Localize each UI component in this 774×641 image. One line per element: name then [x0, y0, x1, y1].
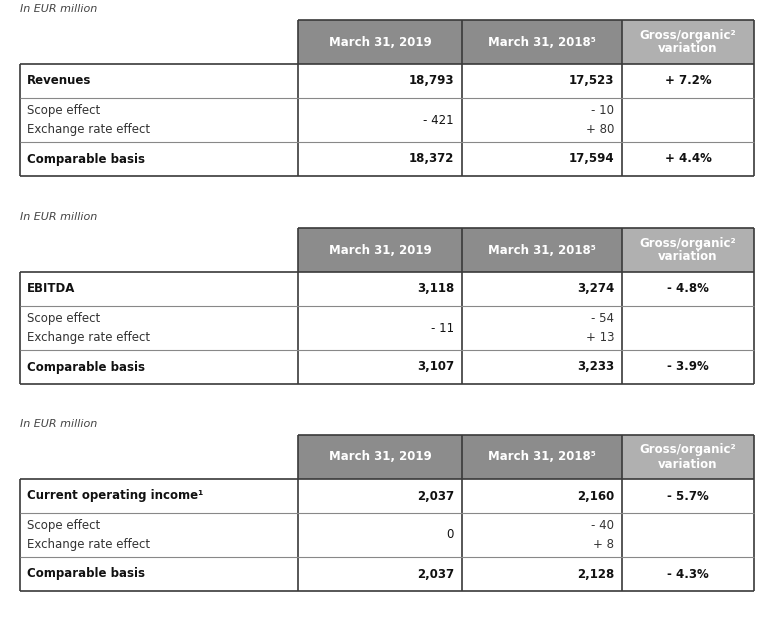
- Text: variation: variation: [658, 251, 717, 263]
- Bar: [622, 228, 754, 272]
- Text: In EUR million: In EUR million: [20, 212, 98, 222]
- Text: March 31, 2018⁵: March 31, 2018⁵: [488, 244, 596, 256]
- Text: - 4.3%: - 4.3%: [667, 567, 709, 581]
- Bar: [462, 142, 622, 176]
- Bar: [622, 479, 754, 513]
- Text: March 31, 2019: March 31, 2019: [329, 451, 431, 463]
- Text: In EUR million: In EUR million: [20, 419, 98, 429]
- Text: Gross/organic²: Gross/organic²: [639, 444, 736, 456]
- Text: 3,107: 3,107: [417, 360, 454, 374]
- Bar: [20, 306, 298, 350]
- Bar: [462, 479, 622, 513]
- Text: - 40: - 40: [591, 519, 614, 532]
- Text: - 4.8%: - 4.8%: [667, 283, 709, 296]
- Text: 3,274: 3,274: [577, 283, 614, 296]
- Bar: [298, 228, 462, 272]
- Bar: [622, 98, 754, 142]
- Text: 18,372: 18,372: [409, 153, 454, 165]
- Text: - 3.9%: - 3.9%: [667, 360, 709, 374]
- Bar: [462, 557, 622, 591]
- Text: - 10: - 10: [591, 104, 614, 117]
- Text: Gross/organic²: Gross/organic²: [639, 28, 736, 42]
- Text: In EUR million: In EUR million: [20, 4, 98, 14]
- Bar: [20, 350, 298, 384]
- Text: March 31, 2019: March 31, 2019: [329, 35, 431, 49]
- Text: 3,233: 3,233: [577, 360, 614, 374]
- Bar: [462, 228, 622, 272]
- Text: 2,128: 2,128: [577, 567, 614, 581]
- Bar: [622, 142, 754, 176]
- Bar: [20, 98, 298, 142]
- Bar: [298, 557, 462, 591]
- Text: EBITDA: EBITDA: [27, 283, 75, 296]
- Text: - 54: - 54: [591, 312, 614, 325]
- Text: Exchange rate effect: Exchange rate effect: [27, 123, 150, 136]
- Bar: [622, 513, 754, 557]
- Bar: [20, 513, 298, 557]
- Text: Comparable basis: Comparable basis: [27, 567, 145, 581]
- Text: + 7.2%: + 7.2%: [665, 74, 711, 88]
- Text: - 11: - 11: [431, 322, 454, 335]
- Bar: [622, 306, 754, 350]
- Bar: [462, 306, 622, 350]
- Text: March 31, 2018⁵: March 31, 2018⁵: [488, 35, 596, 49]
- Bar: [20, 142, 298, 176]
- Text: Exchange rate effect: Exchange rate effect: [27, 331, 150, 344]
- Bar: [298, 479, 462, 513]
- Text: variation: variation: [658, 42, 717, 56]
- Bar: [462, 513, 622, 557]
- Bar: [20, 557, 298, 591]
- Bar: [462, 350, 622, 384]
- Bar: [20, 272, 298, 306]
- Bar: [298, 98, 462, 142]
- Text: - 421: - 421: [423, 113, 454, 126]
- Bar: [622, 20, 754, 64]
- Text: Comparable basis: Comparable basis: [27, 360, 145, 374]
- Bar: [298, 64, 462, 98]
- Text: - 5.7%: - 5.7%: [667, 490, 709, 503]
- Bar: [298, 142, 462, 176]
- Text: Scope effect: Scope effect: [27, 312, 101, 325]
- Bar: [298, 306, 462, 350]
- Text: 3,118: 3,118: [416, 283, 454, 296]
- Bar: [622, 435, 754, 479]
- Bar: [298, 350, 462, 384]
- Bar: [622, 350, 754, 384]
- Bar: [298, 435, 462, 479]
- Text: 17,523: 17,523: [569, 74, 614, 88]
- Text: Scope effect: Scope effect: [27, 104, 101, 117]
- Text: March 31, 2019: March 31, 2019: [329, 244, 431, 256]
- Text: 2,037: 2,037: [417, 567, 454, 581]
- Text: 0: 0: [447, 528, 454, 542]
- Bar: [462, 20, 622, 64]
- Bar: [20, 479, 298, 513]
- Text: 17,594: 17,594: [568, 153, 614, 165]
- Text: 2,037: 2,037: [417, 490, 454, 503]
- Bar: [622, 272, 754, 306]
- Bar: [462, 98, 622, 142]
- Text: Current operating income¹: Current operating income¹: [27, 490, 204, 503]
- Text: 2,160: 2,160: [577, 490, 614, 503]
- Text: Exchange rate effect: Exchange rate effect: [27, 538, 150, 551]
- Text: + 80: + 80: [586, 123, 614, 136]
- Text: + 8: + 8: [593, 538, 614, 551]
- Text: 18,793: 18,793: [409, 74, 454, 88]
- Bar: [298, 272, 462, 306]
- Bar: [298, 20, 462, 64]
- Text: Revenues: Revenues: [27, 74, 91, 88]
- Text: + 4.4%: + 4.4%: [665, 153, 711, 165]
- Bar: [462, 64, 622, 98]
- Bar: [298, 513, 462, 557]
- Bar: [622, 557, 754, 591]
- Text: + 13: + 13: [585, 331, 614, 344]
- Text: Scope effect: Scope effect: [27, 519, 101, 532]
- Text: Gross/organic²: Gross/organic²: [639, 237, 736, 249]
- Text: March 31, 2018⁵: March 31, 2018⁵: [488, 451, 596, 463]
- Bar: [462, 272, 622, 306]
- Bar: [622, 64, 754, 98]
- Bar: [20, 64, 298, 98]
- Text: variation: variation: [658, 458, 717, 470]
- Bar: [462, 435, 622, 479]
- Text: Comparable basis: Comparable basis: [27, 153, 145, 165]
